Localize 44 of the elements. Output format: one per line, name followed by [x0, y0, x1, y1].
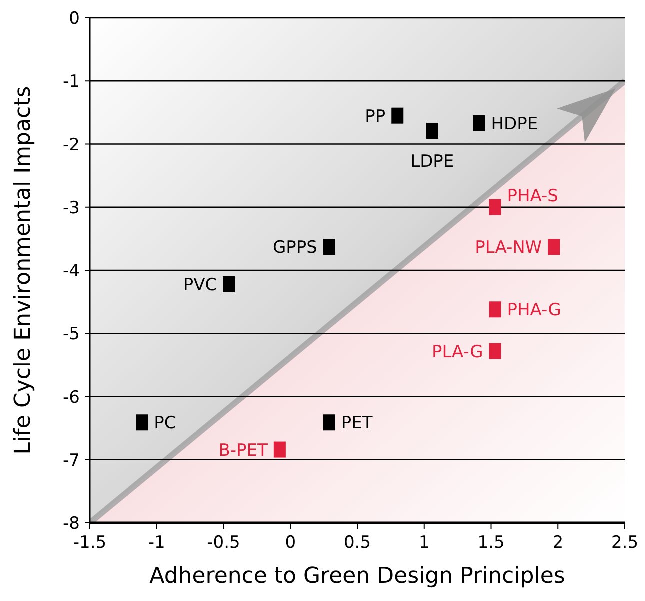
- annotation: PET: [341, 414, 374, 434]
- point: [426, 122, 438, 139]
- y-tick-label: -2: [63, 135, 80, 156]
- x-tick-label: 0: [285, 533, 296, 553]
- y-axis-title: Life Cycle Environmental Impacts: [11, 86, 36, 455]
- y-tick-label: -1: [63, 72, 80, 92]
- annotation: HDPE: [491, 114, 538, 134]
- y-tick-label: -3: [63, 198, 80, 218]
- x-tick-label: 1.5: [478, 533, 505, 553]
- annotation: PVC: [183, 275, 218, 296]
- point: [136, 414, 148, 431]
- point: [392, 108, 404, 124]
- point: [323, 239, 336, 256]
- annotation: PHA-G: [507, 300, 562, 321]
- annotation: PHA-S: [507, 186, 558, 206]
- point: [489, 199, 502, 216]
- annotation: PP: [365, 106, 386, 127]
- x-tick-label: 2.5: [611, 533, 639, 553]
- point: [489, 343, 502, 360]
- annotation: PC: [154, 414, 176, 434]
- annotation: LDPE: [410, 152, 454, 172]
- point: [223, 276, 236, 292]
- y-tick-label: -6: [63, 388, 80, 408]
- point: [473, 115, 486, 132]
- annotation: B-PET: [218, 440, 269, 461]
- x-tick-label: 1: [418, 533, 430, 553]
- x-tick-label: 2: [552, 533, 564, 553]
- x-tick-label: -0.5: [207, 533, 240, 553]
- point: [489, 302, 502, 318]
- point: [548, 239, 560, 256]
- annotation: GPPS: [272, 238, 318, 258]
- annotation: PLA-NW: [475, 238, 542, 258]
- x-axis-title: Adherence to Green Design Principles: [150, 564, 566, 589]
- point: [323, 414, 336, 431]
- y-tick-label: -7: [63, 450, 80, 471]
- x-tick-label: -1: [148, 533, 166, 553]
- y-tick-label: 0: [69, 9, 80, 29]
- x-tick-label: -1.5: [73, 533, 107, 553]
- y-tick-label: -8: [63, 514, 80, 534]
- point: [274, 442, 286, 458]
- y-tick-label: -4: [63, 262, 80, 282]
- y-tick-label: -5: [63, 324, 80, 345]
- annotation: PLA-G: [432, 342, 484, 362]
- x-tick-label: 0.5: [344, 533, 372, 553]
